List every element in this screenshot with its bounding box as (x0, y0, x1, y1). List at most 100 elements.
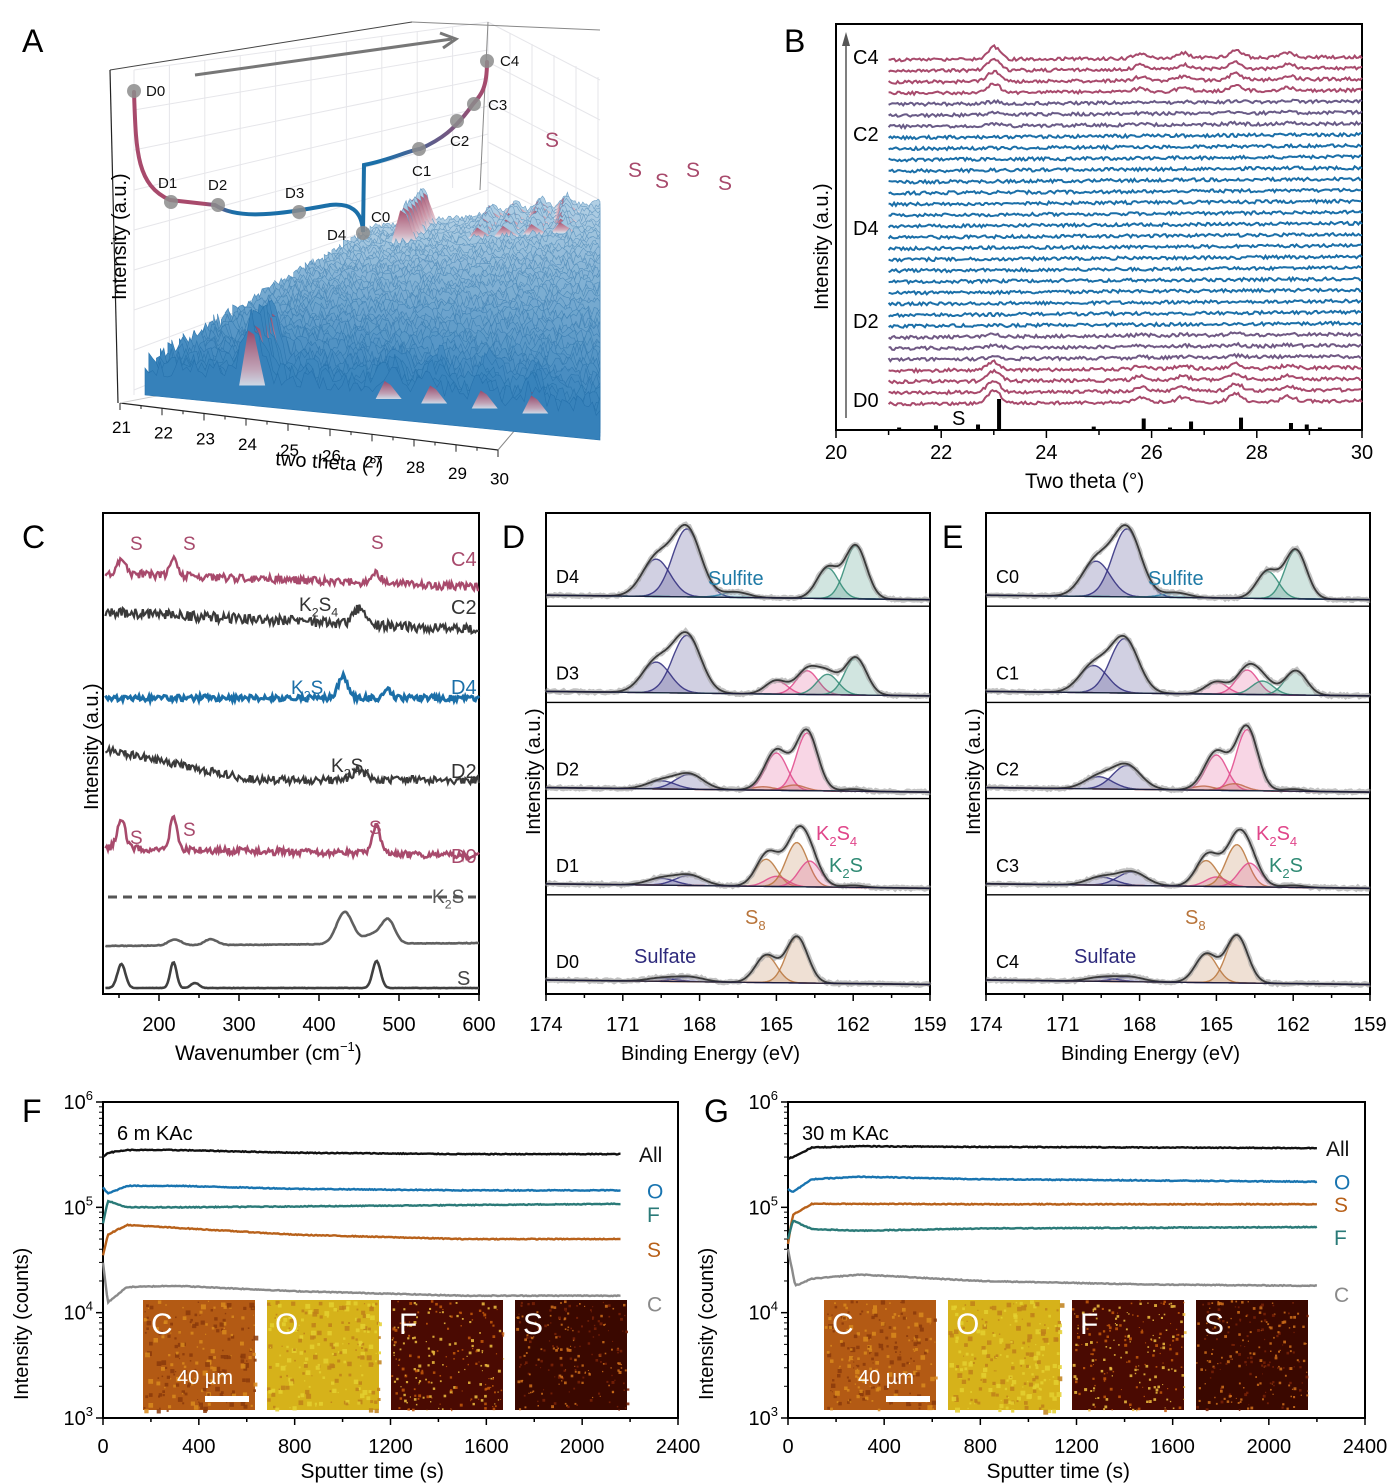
map-speckle (243, 1404, 248, 1409)
map-speckle (1135, 1356, 1139, 1359)
map-speckle (617, 1369, 620, 1372)
map-speckle (418, 1364, 422, 1368)
map-speckle (397, 1326, 400, 1329)
map-speckle (165, 1366, 168, 1369)
map-speckle (1054, 1325, 1057, 1328)
map-speckle (1041, 1329, 1046, 1335)
map-speckle (912, 1348, 915, 1351)
raman-spectrum-d4 (104, 669, 481, 707)
map-speckle (182, 1362, 185, 1365)
map-speckle (1202, 1303, 1204, 1306)
map-speckle (156, 1409, 161, 1414)
map-speckle (911, 1374, 915, 1378)
map-speckle (253, 1389, 256, 1392)
map-speckle (925, 1349, 929, 1353)
map-speckle (1217, 1308, 1221, 1311)
map-speckle (1109, 1367, 1113, 1371)
map-speckle (972, 1362, 975, 1364)
map-speckle (869, 1367, 872, 1371)
map-speckle (452, 1352, 456, 1355)
map-speckle (1024, 1304, 1027, 1308)
map-speckle (339, 1351, 343, 1355)
map-speckle (275, 1317, 279, 1320)
map-speckle (1144, 1363, 1146, 1366)
map-speckle (1269, 1361, 1271, 1364)
state-marker-d2 (211, 198, 225, 212)
map-speckle (623, 1303, 626, 1307)
map-speckle (1235, 1397, 1237, 1399)
map-speckle (1095, 1317, 1098, 1320)
map-speckle (374, 1408, 379, 1414)
map-speckle (1093, 1307, 1097, 1311)
map-speckle (158, 1393, 163, 1397)
map-speckle (886, 1345, 889, 1348)
map-speckle (617, 1351, 619, 1354)
series-label-c2: C2 (996, 760, 1019, 780)
map-speckle (449, 1302, 452, 1305)
map-speckle (253, 1324, 255, 1326)
map-speckle (554, 1332, 557, 1336)
map-speckle (838, 1401, 842, 1406)
map-speckle (401, 1367, 405, 1371)
map-speckle (1126, 1312, 1128, 1314)
map-speckle (334, 1378, 339, 1383)
map-speckle (1282, 1344, 1284, 1346)
map-speckle (997, 1319, 1000, 1321)
map-speckle (856, 1364, 860, 1368)
y-tick-label: 104 (749, 1299, 778, 1325)
map-speckle (1056, 1392, 1062, 1397)
map-speckle (626, 1402, 630, 1406)
map-speckle (1298, 1360, 1300, 1363)
map-speckle (1024, 1357, 1026, 1359)
reference-label-k2s: K2S (432, 887, 464, 912)
map-speckle (399, 1397, 403, 1400)
map-speckle (1275, 1354, 1278, 1357)
depth-profile-f (101, 1199, 621, 1224)
map-speckle (337, 1391, 339, 1394)
map-speckle (900, 1301, 902, 1303)
map-speckle (617, 1362, 620, 1365)
map-speckle (1118, 1306, 1121, 1309)
map-speckle (529, 1340, 532, 1344)
x-axis-ticks: 200 300 400 500 600 (118, 994, 496, 1036)
map-speckle (1307, 1390, 1309, 1392)
map-speckle (916, 1365, 921, 1370)
grid-line (133, 77, 489, 151)
map-speckle (425, 1341, 427, 1343)
map-speckle (902, 1371, 908, 1376)
map-speckle (1077, 1332, 1079, 1334)
scale-bar-label: 40 µm (177, 1367, 233, 1389)
map-speckle (1212, 1327, 1215, 1330)
map-speckle (1259, 1382, 1262, 1385)
map-speckle (469, 1321, 472, 1324)
map-speckle (959, 1388, 964, 1393)
map-speckle (329, 1342, 334, 1347)
map-speckle (869, 1348, 873, 1352)
map-speckle (930, 1376, 935, 1382)
map-speckle (1116, 1315, 1120, 1318)
state-label-d2: D2 (208, 177, 227, 194)
map-speckle (457, 1350, 460, 1352)
elemental-map-f: F (391, 1300, 505, 1412)
map-label-o: O (956, 1308, 979, 1341)
map-speckle (1305, 1343, 1307, 1345)
map-speckle (267, 1302, 271, 1306)
map-speckle (157, 1300, 162, 1304)
map-speckle (253, 1358, 257, 1362)
map-speckle (967, 1336, 973, 1342)
map-speckle (553, 1402, 557, 1405)
x-axis-ticks: 21 22 23 24 25 26 27 28 29 30 (112, 403, 509, 489)
annotation-k2s4: K2S4 (331, 756, 370, 781)
map-speckle (219, 1376, 221, 1378)
map-speckle (442, 1308, 444, 1311)
xrd-pattern-line (888, 359, 1363, 374)
map-speckle (402, 1330, 405, 1334)
map-speckle (453, 1386, 456, 1389)
map-speckle (608, 1315, 611, 1318)
x-tick-label: 25 (280, 441, 299, 460)
map-speckle (353, 1379, 359, 1384)
map-speckle (413, 1398, 417, 1401)
map-speckle (187, 1382, 191, 1386)
sulfur-peak (522, 395, 549, 414)
map-speckle (1081, 1311, 1085, 1315)
